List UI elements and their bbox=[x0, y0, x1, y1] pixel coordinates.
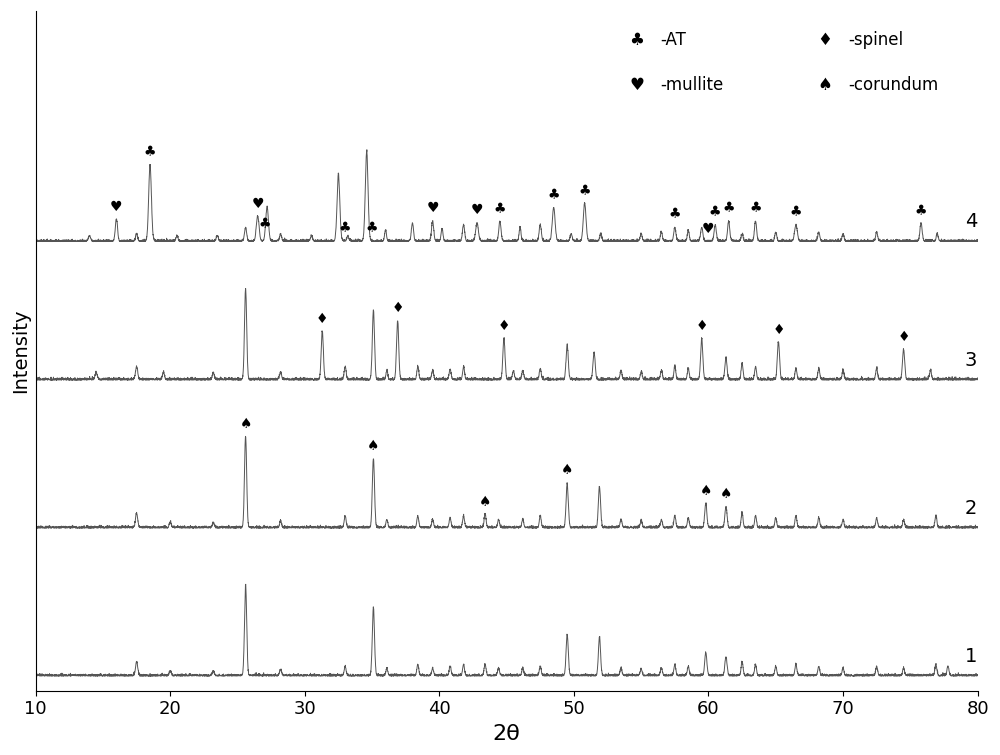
Text: ♣: ♣ bbox=[749, 202, 762, 216]
Text: ♠: ♠ bbox=[700, 484, 712, 498]
Text: ♠: ♠ bbox=[367, 439, 380, 453]
Text: ♦: ♦ bbox=[695, 319, 708, 333]
Text: ♦: ♦ bbox=[817, 32, 832, 50]
Text: ♠: ♠ bbox=[479, 495, 491, 509]
Text: ♦: ♦ bbox=[391, 301, 404, 316]
Text: ♣: ♣ bbox=[790, 205, 802, 219]
Text: -mullite: -mullite bbox=[660, 76, 723, 94]
Text: ♦: ♦ bbox=[897, 330, 910, 344]
Text: ♠: ♠ bbox=[561, 463, 573, 477]
Text: ♥: ♥ bbox=[426, 201, 439, 215]
Text: ♦: ♦ bbox=[498, 319, 510, 333]
Text: ♦: ♦ bbox=[772, 322, 785, 337]
Text: ♥: ♥ bbox=[702, 222, 715, 236]
Text: ♣: ♣ bbox=[339, 221, 351, 236]
Text: 2: 2 bbox=[965, 499, 977, 518]
Text: ♠: ♠ bbox=[817, 76, 832, 94]
Text: ♥: ♥ bbox=[251, 197, 264, 211]
Text: ♣: ♣ bbox=[669, 208, 681, 222]
Text: -corundum: -corundum bbox=[849, 76, 939, 94]
Text: ♣: ♣ bbox=[494, 202, 506, 216]
Text: 4: 4 bbox=[965, 212, 977, 231]
Text: ♣: ♣ bbox=[547, 188, 560, 202]
Text: ♣: ♣ bbox=[709, 205, 721, 220]
Text: ♣: ♣ bbox=[258, 217, 271, 231]
X-axis label: 2θ: 2θ bbox=[493, 724, 521, 744]
Text: ♣: ♣ bbox=[578, 184, 591, 199]
Text: ♥: ♥ bbox=[629, 76, 644, 94]
Text: 3: 3 bbox=[965, 351, 977, 370]
Text: 1: 1 bbox=[965, 646, 977, 666]
Text: ♦: ♦ bbox=[316, 312, 329, 326]
Text: ♥: ♥ bbox=[110, 199, 123, 214]
Text: ♣: ♣ bbox=[144, 145, 156, 159]
Text: ♣: ♣ bbox=[915, 204, 927, 218]
Text: ♣: ♣ bbox=[722, 201, 735, 215]
Text: -spinel: -spinel bbox=[849, 32, 904, 50]
Text: ♠: ♠ bbox=[239, 417, 252, 431]
Text: ♥: ♥ bbox=[471, 203, 483, 217]
Text: ♣: ♣ bbox=[629, 32, 644, 50]
Y-axis label: Intensity: Intensity bbox=[11, 309, 30, 393]
Text: ♣: ♣ bbox=[366, 221, 378, 236]
Text: ♠: ♠ bbox=[720, 487, 732, 501]
Text: -AT: -AT bbox=[660, 32, 686, 50]
